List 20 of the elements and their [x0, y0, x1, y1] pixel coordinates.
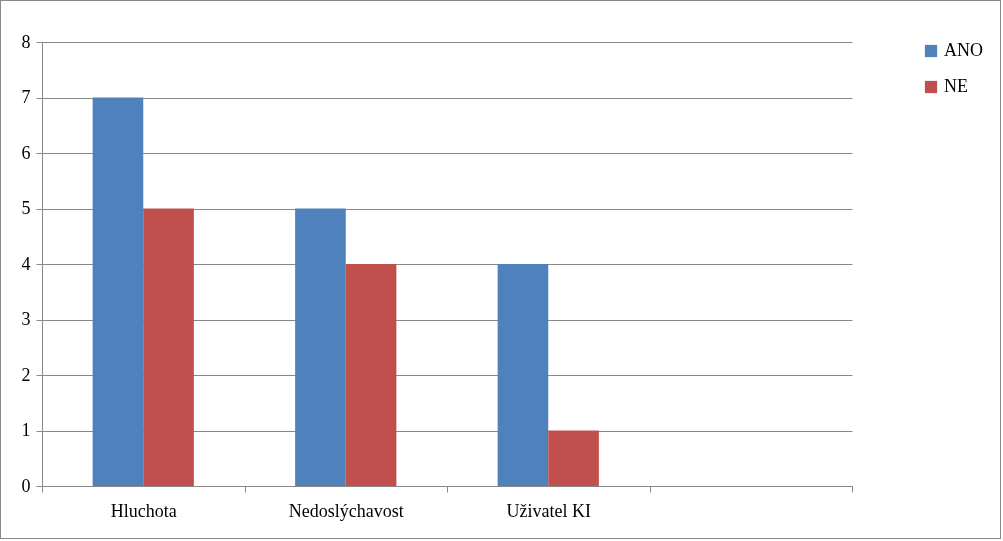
bar — [345, 264, 397, 486]
y-tick-label: 2 — [21, 364, 31, 385]
bar — [548, 430, 599, 486]
x-tick-label: Nedoslýchavost — [288, 500, 404, 521]
y-tick-label: 1 — [21, 420, 31, 440]
y-tick-label: 3 — [21, 309, 31, 329]
y-tick-label: 8 — [21, 31, 31, 52]
y-tick-label: 0 — [21, 475, 31, 496]
x-tick-label: Uživatel KI — [506, 500, 591, 521]
y-tick-label: 7 — [21, 87, 31, 107]
y-tick-label: 5 — [21, 198, 31, 218]
legend-label: ANO — [944, 40, 983, 60]
y-tick-label: 4 — [21, 253, 31, 274]
bar — [92, 97, 144, 486]
bar — [295, 208, 346, 486]
y-tick-label: 6 — [21, 142, 31, 163]
legend-label: NE — [944, 76, 968, 96]
bar — [497, 264, 549, 486]
x-tick-label: Hluchota — [110, 500, 177, 521]
bar — [143, 208, 194, 486]
